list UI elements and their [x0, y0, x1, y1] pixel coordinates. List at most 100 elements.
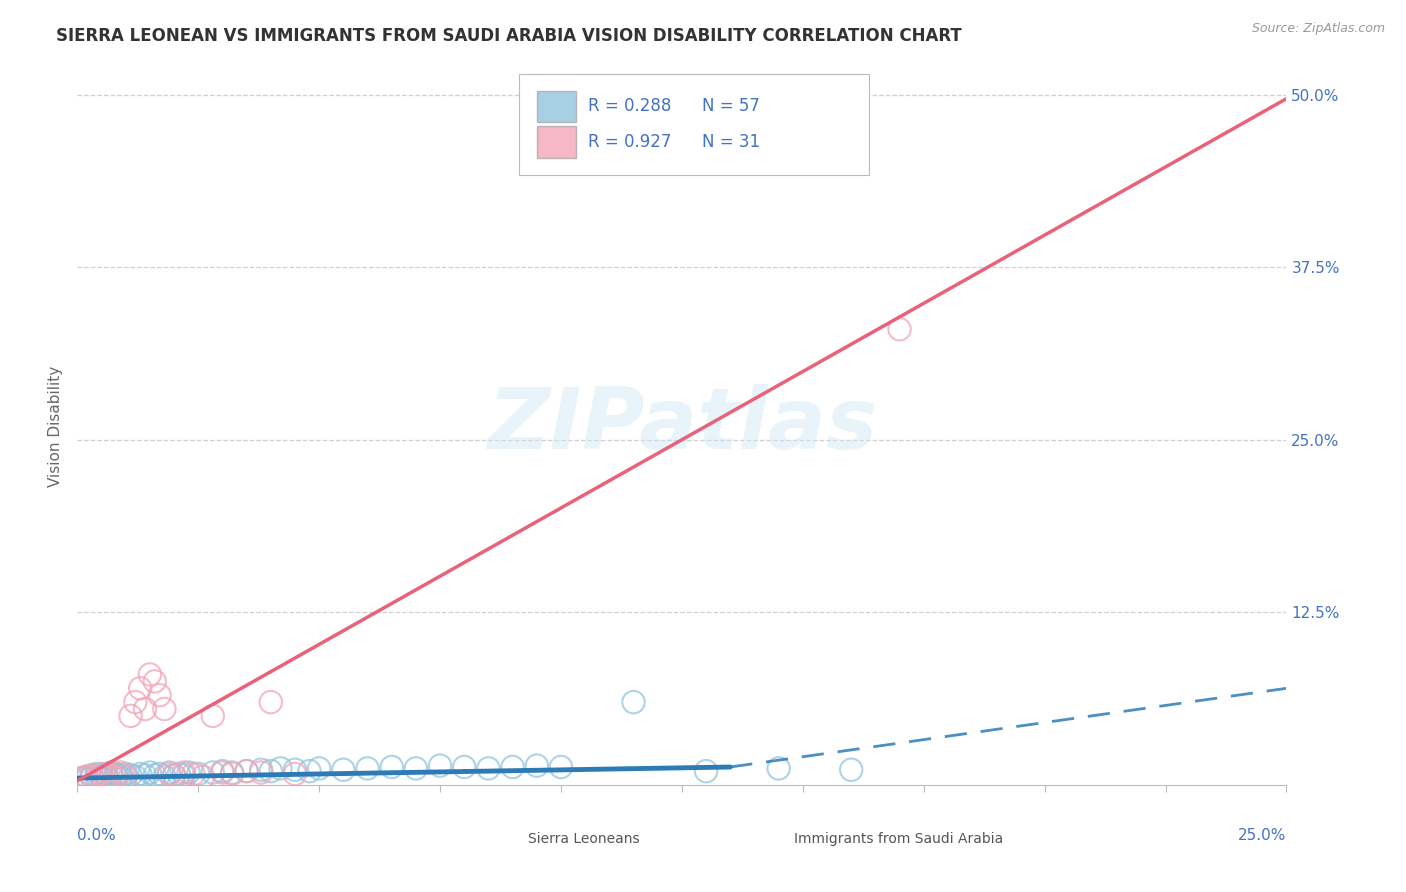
Y-axis label: Vision Disability: Vision Disability	[48, 366, 63, 486]
Point	[284, 763, 307, 777]
Point	[221, 765, 243, 780]
Point	[148, 688, 170, 702]
Point	[124, 770, 146, 784]
Point	[76, 770, 98, 784]
Point	[90, 768, 112, 782]
Point	[76, 772, 98, 787]
Point	[405, 761, 427, 775]
Point	[114, 767, 136, 781]
Point	[96, 767, 118, 781]
Point	[201, 709, 224, 723]
Point	[110, 771, 132, 785]
Point	[526, 758, 548, 772]
Point	[90, 767, 112, 781]
Point	[157, 765, 180, 780]
Point	[211, 765, 233, 780]
Point	[157, 767, 180, 781]
Point	[477, 761, 499, 775]
Point	[768, 761, 790, 775]
Point	[143, 674, 166, 689]
Point	[183, 767, 205, 781]
Point	[120, 768, 142, 782]
Point	[221, 767, 243, 781]
Point	[889, 322, 911, 336]
Point	[550, 760, 572, 774]
Point	[235, 764, 257, 779]
Text: Sierra Leoneans: Sierra Leoneans	[529, 832, 640, 846]
Point	[148, 767, 170, 781]
Text: Immigrants from Saudi Arabia: Immigrants from Saudi Arabia	[794, 832, 1004, 846]
Point	[167, 767, 190, 781]
Point	[695, 764, 717, 779]
Text: N = 31: N = 31	[703, 133, 761, 152]
Point	[260, 695, 283, 709]
Point	[105, 770, 128, 784]
FancyBboxPatch shape	[537, 91, 575, 122]
Point	[429, 758, 451, 772]
Point	[269, 761, 291, 775]
FancyBboxPatch shape	[752, 823, 787, 854]
Point	[308, 761, 330, 775]
Point	[211, 764, 233, 779]
Point	[453, 760, 475, 774]
Point	[120, 709, 142, 723]
Point	[284, 767, 307, 781]
Point	[134, 702, 156, 716]
Point	[114, 770, 136, 784]
Point	[134, 768, 156, 782]
Point	[129, 767, 152, 781]
Text: 0.0%: 0.0%	[77, 828, 117, 843]
Point	[381, 760, 404, 774]
Point	[332, 763, 354, 777]
FancyBboxPatch shape	[537, 127, 575, 158]
Point	[129, 681, 152, 696]
Point	[623, 695, 645, 709]
Point	[250, 763, 273, 777]
Point	[173, 768, 195, 782]
Point	[110, 765, 132, 780]
Point	[80, 768, 103, 782]
Point	[86, 771, 108, 785]
Text: R = 0.288: R = 0.288	[588, 97, 671, 115]
Point	[105, 771, 128, 785]
Point	[187, 767, 209, 781]
Point	[163, 768, 186, 782]
Text: ZIPatlas: ZIPatlas	[486, 384, 877, 467]
Point	[177, 765, 200, 780]
Point	[250, 765, 273, 780]
Point	[80, 771, 103, 785]
Text: 25.0%: 25.0%	[1239, 828, 1286, 843]
Text: Source: ZipAtlas.com: Source: ZipAtlas.com	[1251, 22, 1385, 36]
Text: SIERRA LEONEAN VS IMMIGRANTS FROM SAUDI ARABIA VISION DISABILITY CORRELATION CHA: SIERRA LEONEAN VS IMMIGRANTS FROM SAUDI …	[56, 27, 962, 45]
Point	[139, 765, 162, 780]
Point	[356, 761, 378, 775]
Point	[76, 770, 98, 784]
Point	[100, 768, 122, 782]
Point	[114, 770, 136, 784]
Point	[110, 768, 132, 782]
Point	[100, 768, 122, 782]
Point	[96, 770, 118, 784]
Point	[86, 767, 108, 781]
Point	[70, 771, 93, 785]
Point	[139, 667, 162, 681]
Point	[153, 702, 176, 716]
Point	[173, 765, 195, 780]
Text: R = 0.927: R = 0.927	[588, 133, 671, 152]
FancyBboxPatch shape	[519, 74, 869, 175]
Point	[105, 767, 128, 781]
Point	[100, 765, 122, 780]
Point	[96, 770, 118, 784]
Point	[163, 768, 186, 782]
Point	[143, 768, 166, 782]
Point	[90, 771, 112, 785]
Point	[124, 695, 146, 709]
Point	[153, 770, 176, 784]
Point	[70, 771, 93, 785]
Point	[235, 764, 257, 779]
Point	[201, 765, 224, 780]
Point	[80, 768, 103, 782]
Point	[502, 760, 524, 774]
Point	[191, 770, 214, 784]
Text: N = 57: N = 57	[703, 97, 761, 115]
